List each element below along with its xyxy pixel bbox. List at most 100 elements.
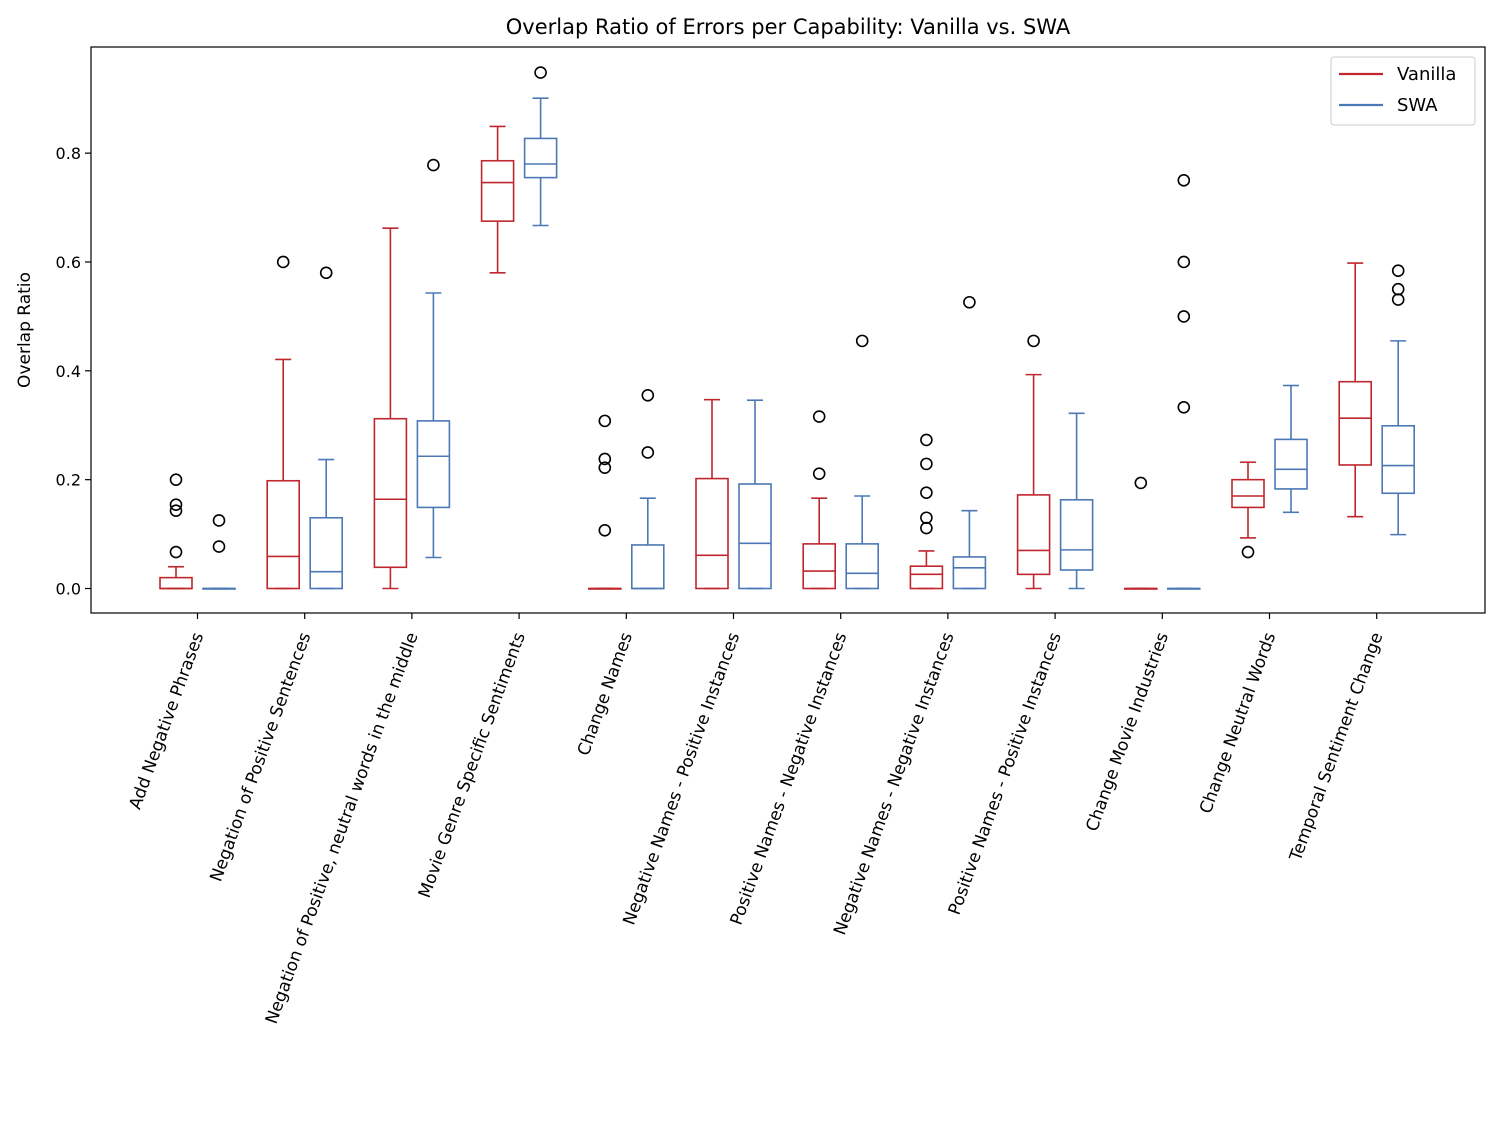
outlier-point: [169, 498, 183, 511]
outlier-point: [812, 467, 826, 480]
x-tick-label: Movie Genre Specific Sentiments: [415, 630, 530, 901]
box-swa-2: [416, 158, 451, 559]
outlier-point: [319, 266, 333, 280]
outlier-point: [920, 433, 933, 447]
x-tick-label: Negative Names - Negative Instances: [830, 630, 958, 938]
plot-frame: [90, 46, 1486, 614]
box-vanilla-8: [1016, 334, 1051, 590]
box-swa-8: [1059, 412, 1094, 590]
box-iqr: [845, 543, 880, 590]
box-iqr: [630, 544, 665, 590]
x-tick-label: Change Names: [574, 630, 637, 759]
x-tick-label: Negative Names - Positive Instances: [619, 630, 744, 928]
box-vanilla-2: [373, 227, 408, 590]
outlier-point: [641, 446, 655, 459]
outlier-point: [212, 540, 226, 553]
box-vanilla-11: [1338, 262, 1372, 518]
outlier-point: [598, 452, 612, 466]
box-iqr: [738, 483, 772, 590]
outlier-point: [1177, 310, 1191, 323]
outlier-point: [920, 457, 933, 471]
plot-area: [159, 66, 1415, 590]
outlier-point: [1391, 264, 1405, 277]
box-iqr: [695, 477, 729, 590]
x-tick-label: Positive Names - Positive Instances: [945, 630, 1066, 918]
y-tick-label: 0.2: [56, 471, 81, 490]
box-swa-5: [738, 399, 772, 590]
x-tick-label: Positive Names - Negative Instances: [727, 630, 852, 928]
x-tick-label: Temporal Sentiment Change: [1286, 630, 1388, 865]
box-iqr: [159, 576, 193, 590]
x-tick-label: Add Negative Phrases: [126, 630, 209, 812]
outlier-point: [427, 158, 440, 172]
box-iqr: [1231, 478, 1265, 509]
box-iqr: [952, 556, 987, 590]
outlier-point: [920, 486, 933, 500]
box-swa-4: [630, 389, 665, 590]
box-iqr: [1338, 380, 1372, 466]
box-iqr: [1059, 498, 1094, 571]
outlier-point: [1177, 400, 1191, 414]
outlier-point: [1027, 334, 1040, 348]
y-axis: 0.0 0.2 0.4 0.6 0.8: [56, 144, 91, 599]
box-vanilla-1: [266, 255, 301, 590]
box-iqr: [909, 565, 944, 590]
outlier-point: [920, 511, 933, 525]
outlier-point: [169, 545, 183, 559]
box-iqr: [802, 543, 837, 590]
outlier-point: [1177, 174, 1191, 187]
box-swa-9: [1167, 174, 1201, 590]
outlier-point: [641, 389, 655, 402]
box-vanilla-3: [480, 125, 515, 274]
legend-label-swa: SWA: [1397, 95, 1438, 116]
outlier-point: [812, 410, 826, 423]
outlier-point: [534, 66, 547, 79]
y-axis-label: Overlap Ratio: [15, 272, 35, 388]
y-tick-label: 0.4: [56, 362, 81, 381]
box-swa-11: [1381, 264, 1415, 536]
box-swa-7: [952, 295, 987, 590]
box-iqr: [1016, 494, 1051, 576]
box-vanilla-4: [587, 414, 622, 590]
y-tick-label: 0.6: [56, 253, 81, 272]
outlier-point: [598, 461, 612, 474]
outlier-point: [169, 473, 183, 486]
chart-title: Overlap Ratio of Errors per Capability: …: [506, 15, 1071, 39]
outlier-point: [598, 523, 612, 537]
legend: Vanilla SWA: [1330, 56, 1476, 126]
outlier-point: [1134, 476, 1148, 490]
outlier-point: [1391, 282, 1405, 296]
y-tick-label: 0.8: [56, 144, 81, 163]
box-swa-0: [202, 514, 236, 590]
outlier-point: [276, 255, 290, 269]
box-iqr: [309, 516, 344, 590]
box-vanilla-5: [695, 398, 729, 590]
box-iqr: [480, 159, 515, 222]
box-vanilla-9: [1124, 476, 1158, 590]
outlier-point: [963, 295, 976, 309]
box-iqr: [373, 417, 408, 569]
box-vanilla-10: [1231, 461, 1265, 559]
box-swa-1: [309, 266, 344, 590]
box-swa-6: [845, 334, 880, 590]
box-swa-3: [523, 66, 558, 227]
box-vanilla-7: [909, 433, 944, 590]
box-vanilla-0: [159, 473, 193, 590]
legend-label-vanilla: Vanilla: [1397, 64, 1456, 85]
box-vanilla-6: [802, 410, 837, 590]
outlier-point: [1241, 545, 1255, 559]
x-tick-label: Change Neutral Words: [1196, 630, 1280, 817]
outlier-point: [920, 521, 933, 535]
x-tick-label: Negation of Positive Sentences: [206, 630, 315, 885]
x-tick-label: Change Movie Industries: [1082, 630, 1173, 834]
y-tick-label: 0.0: [56, 580, 81, 599]
box-iqr: [1381, 424, 1415, 495]
outlier-point: [855, 334, 869, 348]
outlier-point: [212, 514, 226, 527]
box-iqr: [1274, 438, 1308, 490]
outlier-point: [1391, 293, 1405, 306]
box-swa-10: [1274, 384, 1308, 514]
outlier-point: [1177, 255, 1191, 269]
